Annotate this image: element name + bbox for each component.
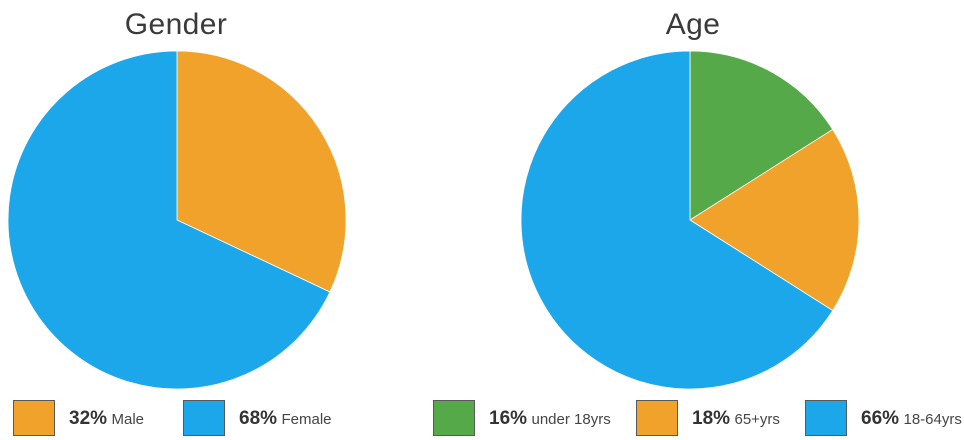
female-swatch [183, 400, 225, 436]
female-label: Female [281, 411, 332, 428]
gender-chart: Gender 32% Male 68% Female [0, 0, 360, 440]
age-65-plus-label: 65+yrs [734, 411, 780, 428]
age-18-64-label: 18-64yrs [903, 411, 962, 428]
legend-text-under-18: 16% under 18yrs [489, 408, 611, 431]
legend-item-male: 32% Male [13, 398, 163, 438]
age-65-plus-percent: 18% [692, 408, 731, 429]
age-65-plus-swatch [636, 400, 678, 436]
male-swatch [13, 400, 55, 436]
legend-item-female: 68% Female [183, 398, 353, 438]
legend-text-18-64: 66% 18-64yrs [861, 408, 962, 431]
female-percent: 68% [239, 408, 278, 429]
legend-text-65-plus: 18% 65+yrs [692, 408, 780, 431]
age-slice-under-18yrs [689, 50, 834, 221]
age-18-64-swatch [805, 400, 847, 436]
male-label: Male [111, 411, 144, 428]
gender-slice-male [176, 50, 347, 293]
legend-item-under-18: 16% under 18yrs [433, 398, 623, 438]
age-legend: 16% under 18yrs 18% 65+yrs 66% 18-64yrs [420, 398, 964, 438]
age-18-64-percent: 66% [861, 408, 900, 429]
age-slice-65-plusyrs [689, 128, 860, 312]
legend-text-male: 32% Male [69, 408, 144, 431]
under-18-swatch [433, 400, 475, 436]
legend-item-65-plus: 18% 65+yrs [636, 398, 786, 438]
under-18-label: under 18yrs [531, 411, 611, 428]
age-chart-title: Age [665, 8, 721, 41]
age-pie [520, 50, 860, 390]
under-18-percent: 16% [489, 408, 528, 429]
age-slice-18-64yrs [520, 50, 834, 390]
legend-text-female: 68% Female [239, 408, 332, 431]
gender-legend: 32% Male 68% Female [0, 398, 360, 438]
legend-item-18-64: 66% 18-64yrs [805, 398, 962, 438]
age-chart: Age 16% under 18yrs 18% 65+yrs 66% 18-64… [420, 0, 964, 440]
gender-slice-female [7, 50, 331, 390]
gender-chart-title: Gender [124, 8, 228, 41]
male-percent: 32% [69, 408, 108, 429]
gender-pie [7, 50, 347, 390]
